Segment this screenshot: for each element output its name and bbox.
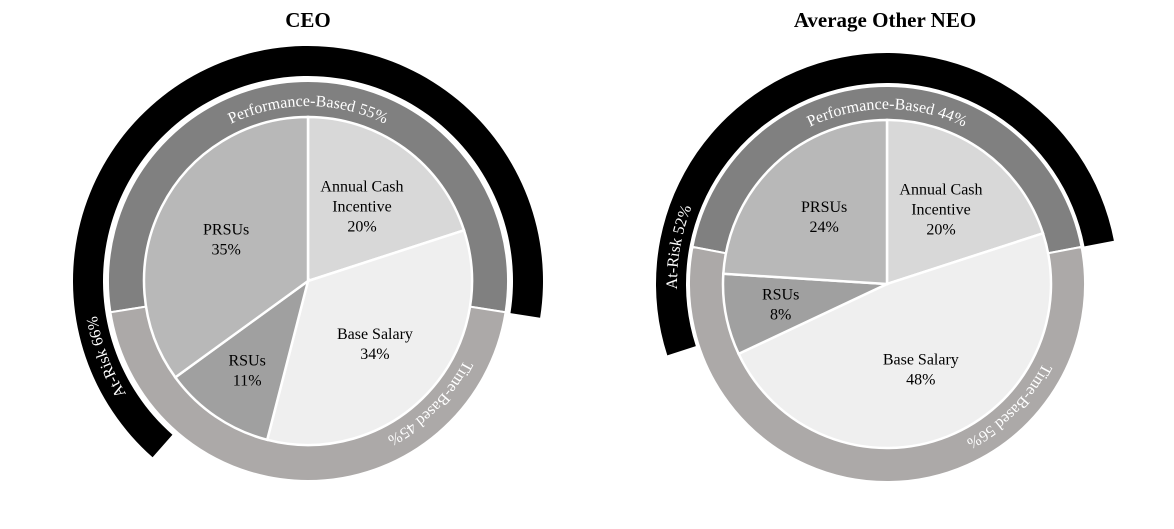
- slice-base-salary: [265, 228, 474, 447]
- slice-label-rsus-line: RSUs: [762, 286, 799, 303]
- slice-label-rsus: RSUs 8%: [762, 286, 799, 323]
- slice-label-annual-cash-incentive-line: Annual Cash: [320, 179, 403, 196]
- slice-label-annual-cash-incentive-line: Annual Cash: [899, 182, 982, 199]
- slice-prsus: [142, 115, 310, 380]
- slice-label-annual-cash-incentive: Annual Cash Incentive 20%: [320, 179, 403, 236]
- slice-label-base-salary: Base Salary 34%: [337, 326, 413, 363]
- slice-annual-cash-incentive: [306, 115, 466, 283]
- slice-label-prsus: PRSUs 35%: [203, 221, 249, 258]
- pie-chart-other-neo: [655, 52, 1114, 484]
- slice-label-prsus-line: PRSUs: [801, 199, 847, 216]
- slice-label-base-salary-line: Base Salary: [337, 326, 413, 343]
- slice-label-rsus-line: 8%: [770, 306, 791, 323]
- slice-label-annual-cash-incentive-line: 20%: [347, 219, 376, 236]
- slice-label-prsus-line: PRSUs: [203, 221, 249, 238]
- slice-label-base-salary-line: 48%: [906, 371, 935, 388]
- slice-label-annual-cash-incentive-line: Incentive: [332, 199, 392, 216]
- slice-label-rsus: RSUs 11%: [228, 353, 265, 390]
- at-risk-band: [72, 45, 543, 458]
- slice-annual-cash-incentive: [885, 118, 1045, 286]
- slice-base-salary: [736, 231, 1053, 450]
- pie-chart-ceo: [72, 45, 543, 483]
- slice-label-annual-cash-incentive-line: Incentive: [911, 202, 971, 219]
- slice-label-rsus-line: RSUs: [228, 353, 265, 370]
- chart-title-other-neo: Average Other NEO: [793, 8, 977, 32]
- slice-label-annual-cash-incentive-line: 20%: [926, 222, 955, 239]
- slice-label-annual-cash-incentive: Annual Cash Incentive 20%: [899, 182, 982, 239]
- slice-label-base-salary-line: Base Salary: [883, 351, 959, 368]
- slice-label-prsus-line: 24%: [809, 219, 838, 236]
- slice-label-rsus-line: 11%: [233, 373, 262, 390]
- slice-label-base-salary: Base Salary 48%: [883, 351, 959, 388]
- slice-label-prsus-line: 35%: [212, 241, 241, 258]
- slice-label-base-salary-line: 34%: [360, 346, 389, 363]
- chart-title-ceo: CEO: [285, 8, 331, 32]
- slice-label-prsus: PRSUs 24%: [801, 199, 847, 236]
- slice-prsus: [721, 118, 889, 286]
- slice-rsus: [173, 277, 311, 442]
